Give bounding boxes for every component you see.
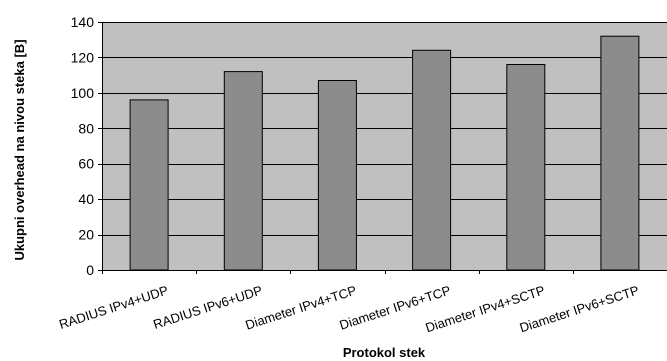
bar [506, 64, 546, 271]
y-tick-label: 20 [78, 227, 94, 243]
bar [412, 49, 452, 271]
y-tick-label: 100 [71, 85, 95, 101]
y-tick-label: 0 [86, 262, 94, 278]
y-tick-label: 40 [78, 191, 94, 207]
y-axis-title: Ukupni overhead na nivou steka [B] [12, 39, 27, 260]
bar [317, 80, 357, 271]
bar [223, 71, 263, 271]
y-tick-label: 80 [78, 120, 94, 136]
y-tick-label: 120 [71, 49, 95, 65]
plot-area [102, 22, 667, 270]
x-axis-title: Protokol stek [343, 345, 426, 360]
y-tick-label: 60 [78, 156, 94, 172]
bar [600, 35, 640, 271]
bar [129, 99, 169, 271]
y-tick-label: 140 [71, 14, 95, 30]
